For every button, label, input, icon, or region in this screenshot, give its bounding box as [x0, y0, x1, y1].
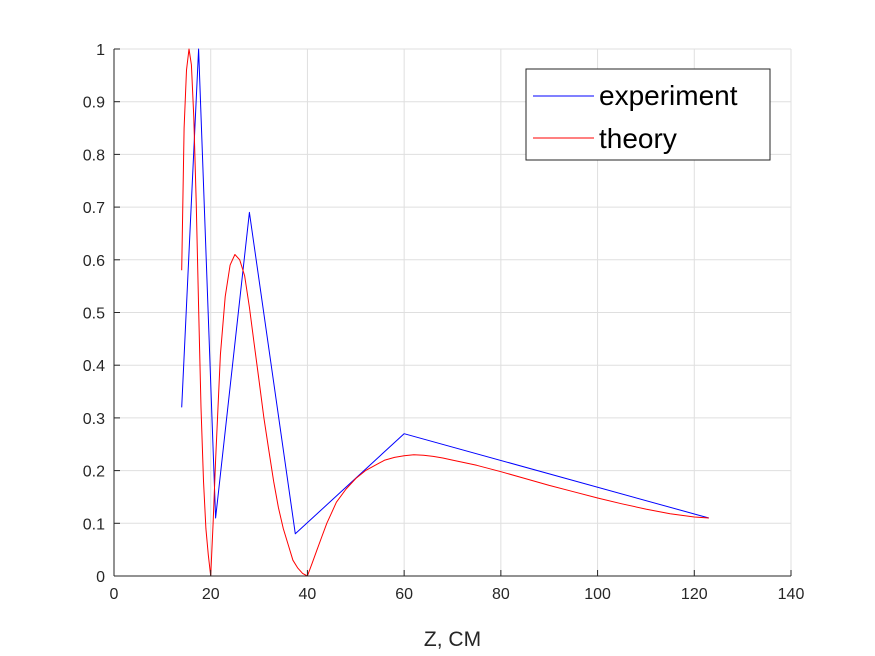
- y-tick-label: 0.9: [83, 95, 105, 112]
- x-tick-label: 100: [584, 586, 611, 603]
- legend-label-theory: theory: [599, 123, 677, 154]
- x-tick-label: 120: [681, 586, 708, 603]
- x-tick-label: 60: [395, 586, 413, 603]
- legend-label-experiment: experiment: [599, 80, 738, 111]
- y-tick-label: 0.8: [83, 147, 105, 164]
- y-tick-label: 0.4: [83, 358, 105, 375]
- y-tick-label: 0.2: [83, 464, 105, 481]
- x-tick-label: 80: [492, 586, 510, 603]
- x-axis-title: Z, CM: [424, 628, 481, 651]
- series-layer: [181, 48, 709, 577]
- legend: experiment theory: [525, 68, 771, 161]
- y-tick-label: 0.5: [83, 306, 105, 323]
- series-line-experiment: [181, 48, 709, 535]
- y-tick-label: 1: [96, 42, 105, 59]
- y-tick-label: 0.3: [83, 411, 105, 428]
- series-line-theory: [181, 48, 709, 577]
- y-tick-label: 0.7: [83, 200, 105, 217]
- y-tick-label: 0.1: [83, 516, 105, 533]
- legend-box: [525, 68, 771, 161]
- ticks: 0 20 40 60 80 100 120 140 0 0.1 0.2 0.3 0.4 0.5 0.6 0.7…: [83, 42, 805, 603]
- x-tick-label: 20: [202, 586, 220, 603]
- x-tick-label: 140: [778, 586, 805, 603]
- y-tick-label: 0.6: [83, 253, 105, 270]
- y-tick-label: 0: [96, 569, 105, 586]
- x-tick-label: 40: [299, 586, 317, 603]
- x-tick-label: 0: [110, 586, 119, 603]
